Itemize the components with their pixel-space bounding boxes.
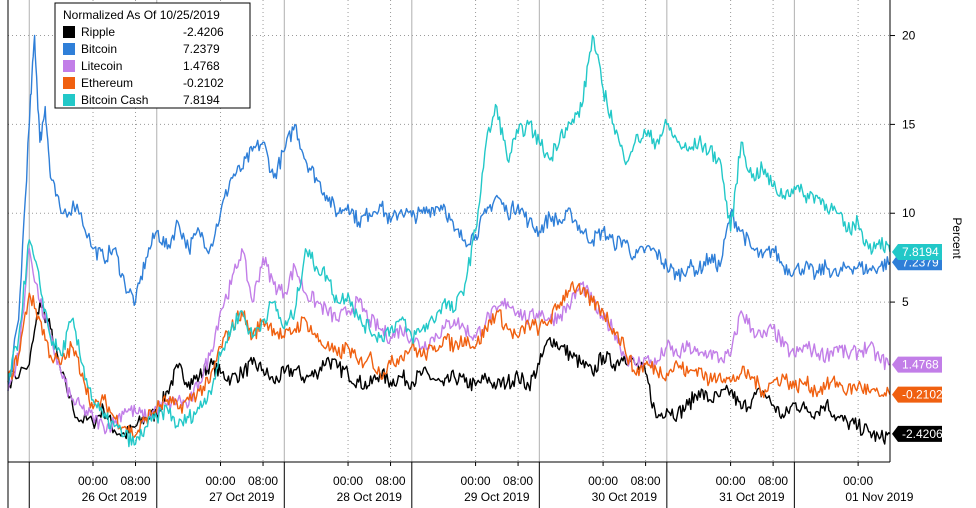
- legend-series-name: Ethereum: [81, 76, 133, 90]
- y-axis-title: Percent: [950, 217, 964, 259]
- x-date-tick-label: 31 Oct 2019: [719, 490, 785, 504]
- legend-swatch: [63, 94, 75, 106]
- y-tick-label: 20: [902, 29, 916, 43]
- x-time-tick-label: 00:00: [588, 474, 618, 488]
- y-tick-label: 10: [902, 206, 916, 220]
- legend-swatch: [63, 60, 75, 72]
- chart-axes: 20 15 10 5 Percent 00:00 08:00 00:00 08:00 00:00 0…: [7, 0, 964, 508]
- x-date-tick-label: 27 Oct 2019: [209, 490, 275, 504]
- legend-series-name: Ripple: [81, 25, 115, 39]
- x-time-tick-label: 00:00: [461, 474, 491, 488]
- x-time-tick-label: 00:00: [716, 474, 746, 488]
- last-value-tag-ethereum: -0.2102: [892, 386, 943, 403]
- x-time-tick-label: 00:00: [843, 474, 873, 488]
- tag-background: [892, 356, 942, 373]
- tag-value: 1.4768: [902, 358, 939, 372]
- legend-series-value: 7.2379: [183, 42, 220, 56]
- legend-series-name: Litecoin: [81, 59, 122, 73]
- x-time-tick-label: 08:00: [376, 474, 406, 488]
- series-line-bitcoin: [7, 34, 891, 391]
- x-time-tick-label: 08:00: [758, 474, 788, 488]
- legend-series-name: Bitcoin: [81, 42, 117, 56]
- x-time-tick-label: 08:00: [503, 474, 533, 488]
- chart-legend: Normalized As Of 10/25/2019 Ripple -2.4206…: [54, 2, 251, 109]
- x-date-tick-label: 01 Nov 2019: [845, 490, 913, 504]
- legend-series-value: -0.2102: [183, 76, 224, 90]
- x-time-tick-label: 08:00: [248, 474, 278, 488]
- legend-title: Normalized As Of 10/25/2019: [63, 8, 220, 22]
- x-time-tick-label: 00:00: [78, 474, 108, 488]
- legend-series-value: 7.8194: [183, 93, 220, 107]
- tag-value: -0.2102: [902, 388, 943, 402]
- legend-swatch: [63, 43, 75, 55]
- y-tick-label: 5: [902, 295, 909, 309]
- x-date-tick-label: 29 Oct 2019: [464, 490, 530, 504]
- x-time-tick-label: 08:00: [121, 474, 151, 488]
- tag-background: [892, 425, 942, 442]
- legend-series-value: -2.4206: [183, 25, 224, 39]
- tag-background: [892, 386, 942, 403]
- tag-value: -2.4206: [902, 427, 943, 441]
- x-date-tick-label: 28 Oct 2019: [337, 490, 403, 504]
- tag-value: 7.8194: [902, 245, 939, 259]
- x-time-tick-label: 00:00: [206, 474, 236, 488]
- legend-box: [54, 2, 251, 109]
- last-value-tag-ripple: -2.4206: [892, 425, 943, 442]
- legend-swatch: [63, 26, 75, 38]
- last-value-tag-bitcoin-cash: 7.8194: [892, 243, 942, 260]
- x-date-tick-label: 30 Oct 2019: [592, 490, 658, 504]
- legend-series-name: Bitcoin Cash: [81, 93, 148, 107]
- legend-series-value: 1.4768: [183, 59, 220, 73]
- chart-series-lines: [7, 34, 891, 448]
- series-line-bitcoin-cash: [7, 34, 891, 448]
- legend-swatch: [63, 77, 75, 89]
- x-time-tick-label: 08:00: [631, 474, 661, 488]
- last-value-tag-litecoin: 1.4768: [892, 356, 942, 373]
- x-time-tick-label: 00:00: [333, 474, 363, 488]
- series-line-ripple: [7, 301, 891, 445]
- y-tick-label: 15: [902, 117, 916, 131]
- series-line-litecoin: [7, 248, 891, 435]
- x-date-tick-label: 26 Oct 2019: [82, 490, 148, 504]
- tag-background: [892, 243, 942, 260]
